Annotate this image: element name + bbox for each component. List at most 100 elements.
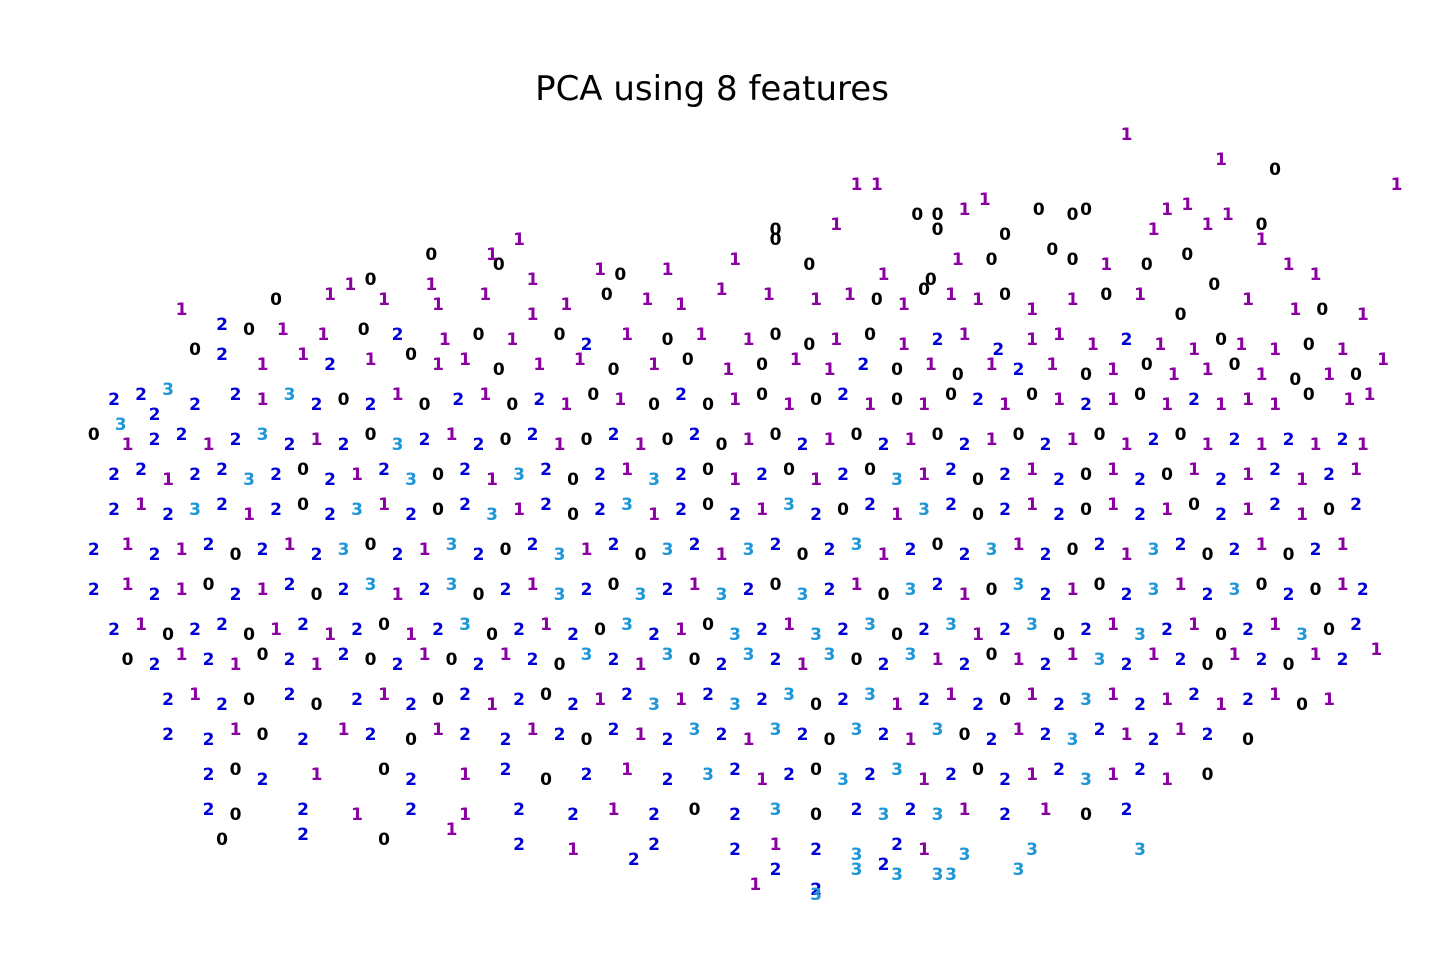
- point-class-2: 2: [567, 695, 579, 715]
- point-class-0: 0: [810, 805, 822, 825]
- point-class-3: 3: [783, 685, 795, 705]
- point-class-1: 1: [1134, 285, 1146, 305]
- point-class-1: 1: [338, 720, 350, 740]
- point-class-1: 1: [729, 470, 741, 490]
- point-class-3: 3: [810, 625, 822, 645]
- point-class-1: 1: [898, 295, 910, 315]
- point-class-3: 3: [662, 540, 674, 560]
- point-class-0: 0: [1283, 545, 1295, 565]
- point-class-1: 1: [459, 350, 471, 370]
- point-class-1: 1: [1188, 460, 1200, 480]
- point-class-2: 2: [1040, 655, 1052, 675]
- point-class-2: 2: [581, 335, 593, 355]
- point-class-2: 2: [1134, 505, 1146, 525]
- point-class-1: 1: [824, 430, 836, 450]
- point-class-0: 0: [446, 650, 458, 670]
- point-class-3: 3: [905, 580, 917, 600]
- point-class-1: 1: [513, 500, 525, 520]
- point-class-3: 3: [783, 495, 795, 515]
- point-class-2: 2: [473, 655, 485, 675]
- point-class-0: 0: [756, 355, 768, 375]
- point-class-1: 1: [1323, 365, 1335, 385]
- point-class-1: 1: [1377, 350, 1389, 370]
- point-class-0: 0: [891, 625, 903, 645]
- point-class-1: 1: [277, 320, 289, 340]
- point-class-0: 0: [932, 425, 944, 445]
- point-class-3: 3: [729, 625, 741, 645]
- point-class-2: 2: [756, 465, 768, 485]
- point-class-0: 0: [716, 435, 728, 455]
- point-class-1: 1: [1283, 255, 1295, 275]
- point-class-1: 1: [1026, 495, 1038, 515]
- point-class-3: 3: [797, 585, 809, 605]
- point-class-2: 2: [594, 465, 606, 485]
- point-class-0: 0: [1175, 425, 1187, 445]
- point-class-2: 2: [216, 495, 228, 515]
- point-class-0: 0: [1269, 160, 1281, 180]
- point-class-1: 1: [1067, 580, 1079, 600]
- point-class-1: 1: [432, 295, 444, 315]
- point-class-2: 2: [540, 495, 552, 515]
- point-class-1: 1: [419, 540, 431, 560]
- point-class-1: 1: [844, 285, 856, 305]
- point-class-1: 1: [500, 645, 512, 665]
- point-class-0: 0: [945, 385, 957, 405]
- point-class-2: 2: [473, 545, 485, 565]
- point-class-1: 1: [176, 580, 188, 600]
- point-class-2: 2: [770, 535, 782, 555]
- point-class-3: 3: [648, 470, 660, 490]
- point-class-1: 1: [1310, 435, 1322, 455]
- point-class-2: 2: [1242, 690, 1254, 710]
- point-class-2: 2: [594, 500, 606, 520]
- point-class-2: 2: [513, 800, 525, 820]
- point-class-2: 2: [533, 390, 545, 410]
- point-class-0: 0: [419, 395, 431, 415]
- point-class-3: 3: [932, 720, 944, 740]
- point-class-3: 3: [851, 535, 863, 555]
- point-class-2: 2: [878, 855, 890, 875]
- point-class-0: 0: [635, 545, 647, 565]
- point-class-2: 2: [1121, 655, 1133, 675]
- point-class-2: 2: [216, 615, 228, 635]
- point-class-0: 0: [338, 390, 350, 410]
- point-class-1: 1: [905, 430, 917, 450]
- point-class-1: 1: [581, 540, 593, 560]
- point-class-1: 1: [1310, 645, 1322, 665]
- point-class-1: 1: [986, 430, 998, 450]
- point-class-0: 0: [803, 255, 815, 275]
- point-class-2: 2: [729, 505, 741, 525]
- point-class-1: 1: [878, 265, 890, 285]
- point-class-2: 2: [297, 825, 309, 845]
- point-class-2: 2: [149, 655, 161, 675]
- point-class-2: 2: [992, 340, 1004, 360]
- point-class-2: 2: [149, 405, 161, 425]
- point-class-2: 2: [770, 860, 782, 880]
- point-class-1: 1: [351, 805, 363, 825]
- point-class-2: 2: [581, 765, 593, 785]
- point-class-2: 2: [1350, 495, 1362, 515]
- point-class-2: 2: [1013, 360, 1025, 380]
- point-class-0: 0: [493, 255, 505, 275]
- point-class-3: 3: [635, 585, 647, 605]
- point-class-1: 1: [176, 540, 188, 560]
- point-class-0: 0: [365, 270, 377, 290]
- point-class-2: 2: [1323, 465, 1335, 485]
- point-class-1: 1: [945, 285, 957, 305]
- point-class-0: 0: [689, 800, 701, 820]
- point-class-3: 3: [257, 425, 269, 445]
- point-class-2: 2: [864, 495, 876, 515]
- point-class-1: 1: [1242, 465, 1254, 485]
- point-class-2: 2: [608, 425, 620, 445]
- point-class-2: 2: [162, 505, 174, 525]
- point-class-1: 1: [959, 325, 971, 345]
- point-class-1: 1: [851, 575, 863, 595]
- point-class-1: 1: [1067, 645, 1079, 665]
- point-class-0: 0: [871, 290, 883, 310]
- point-class-0: 0: [810, 695, 822, 715]
- point-class-0: 0: [986, 645, 998, 665]
- point-class-3: 3: [689, 720, 701, 740]
- point-class-1: 1: [952, 250, 964, 270]
- point-class-0: 0: [770, 575, 782, 595]
- point-class-2: 2: [108, 500, 120, 520]
- point-class-2: 2: [513, 690, 525, 710]
